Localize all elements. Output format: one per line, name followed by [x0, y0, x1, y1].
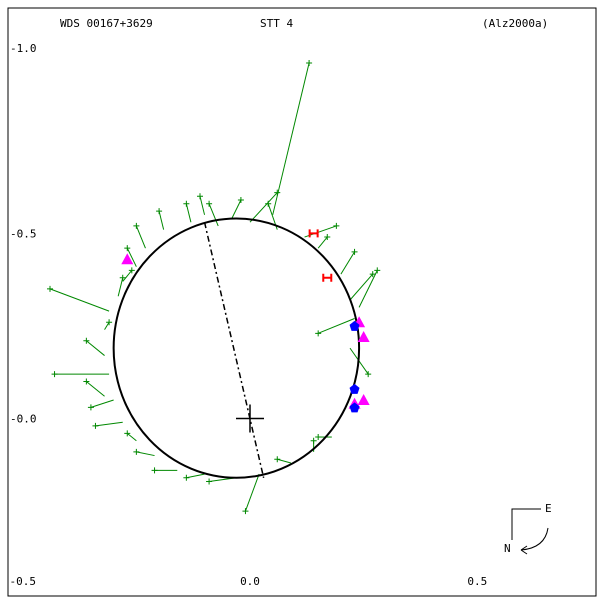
- observation-point: [333, 222, 340, 229]
- observation-point: [206, 478, 213, 485]
- residual-line: [186, 473, 205, 479]
- residual-line: [95, 421, 123, 427]
- orbit-ellipse: [112, 217, 361, 479]
- hipparcos-point: [322, 273, 333, 282]
- compass-arrow: [520, 527, 549, 551]
- residual-line: [340, 251, 355, 275]
- observation-point: [197, 193, 203, 200]
- x-tick-label: 0.0: [240, 575, 260, 588]
- observation-point: [265, 200, 272, 207]
- compass-arrowhead: [520, 545, 528, 555]
- interferometric-point: [357, 331, 370, 343]
- residual-line: [317, 236, 328, 249]
- observation-point: [351, 248, 358, 255]
- observation-point: [83, 378, 90, 385]
- compass-axes: [511, 508, 541, 540]
- residual-line: [104, 321, 110, 330]
- observation-point: [274, 189, 281, 196]
- residual-line: [199, 196, 206, 215]
- observation-point: [274, 456, 281, 463]
- compass-east-label: E: [545, 502, 552, 515]
- x-tick-labels: -0.5 0.0 0.5: [9, 575, 487, 588]
- observation-point: [133, 222, 140, 229]
- observation-point: [47, 285, 53, 292]
- observation-point: [310, 437, 317, 444]
- observation-point: [306, 59, 313, 66]
- observation-point: [87, 404, 94, 411]
- disc-label: STT 4: [260, 17, 293, 30]
- residual-line: [117, 277, 124, 297]
- compass: E N: [504, 502, 552, 555]
- speckle-point: [349, 320, 360, 331]
- residual-line: [272, 62, 310, 215]
- line-of-nodes: [203, 222, 265, 478]
- x-tick-label: 0.5: [467, 575, 487, 588]
- residual-line: [158, 210, 165, 230]
- residual-line: [185, 203, 192, 223]
- residual-line: [90, 399, 114, 408]
- compass-north-label: N: [504, 542, 511, 555]
- residual-line: [136, 451, 155, 457]
- x-tick-label: -0.5: [9, 575, 36, 588]
- observation-point: [124, 430, 131, 437]
- residual-line: [49, 288, 110, 312]
- primary-star-cross: [236, 404, 264, 433]
- observation-point: [237, 197, 244, 203]
- residual-line: [244, 473, 260, 512]
- speckle-point: [349, 402, 360, 413]
- observation-point: [106, 319, 113, 326]
- observation-point: [183, 200, 190, 207]
- observation-point: [128, 267, 135, 274]
- residual-line: [277, 458, 292, 464]
- observation-point: [315, 330, 322, 337]
- y-tick-label: -1.0: [10, 42, 37, 55]
- interferometric-point: [121, 253, 134, 265]
- y-tick-label: -0.0: [10, 413, 37, 426]
- observation-point: [365, 371, 372, 378]
- observation-point: [315, 434, 322, 441]
- observation-point: [51, 371, 58, 378]
- residual-line: [86, 381, 105, 397]
- observation-residuals: [47, 59, 381, 515]
- observation-point: [83, 337, 90, 344]
- observation-point: [133, 448, 140, 455]
- special-markers: [121, 229, 370, 413]
- interferometric-point: [357, 394, 370, 405]
- reference-label: (Alz2000a): [482, 17, 548, 30]
- observation-point: [156, 208, 163, 215]
- residual-line: [358, 270, 378, 308]
- residual-line: [231, 199, 242, 219]
- observation-point: [92, 422, 99, 429]
- residual-line: [208, 203, 219, 227]
- orbit-layer: [112, 217, 361, 479]
- observation-point: [374, 267, 381, 274]
- residual-line: [86, 340, 105, 356]
- wds-label: WDS 00167+3629: [60, 17, 153, 30]
- y-tick-labels: -1.0 -0.5 -0.0: [10, 42, 37, 425]
- observation-point: [119, 274, 126, 281]
- observation-point: [324, 234, 331, 241]
- plot-frame: [7, 7, 597, 597]
- observation-point: [124, 245, 131, 252]
- residual-line: [122, 270, 133, 282]
- observation-point: [206, 200, 213, 207]
- residual-line: [126, 432, 137, 442]
- hipparcos-point: [308, 229, 319, 238]
- observation-point: [151, 467, 158, 474]
- residual-line: [249, 192, 278, 223]
- observation-point: [242, 508, 249, 515]
- observation-point: [369, 271, 376, 278]
- residual-line: [349, 273, 374, 301]
- residual-line: [126, 247, 137, 267]
- residual-line: [135, 225, 146, 249]
- y-tick-label: -0.5: [10, 227, 37, 240]
- residual-line: [317, 318, 355, 334]
- observation-point: [183, 474, 190, 481]
- speckle-point: [349, 383, 360, 394]
